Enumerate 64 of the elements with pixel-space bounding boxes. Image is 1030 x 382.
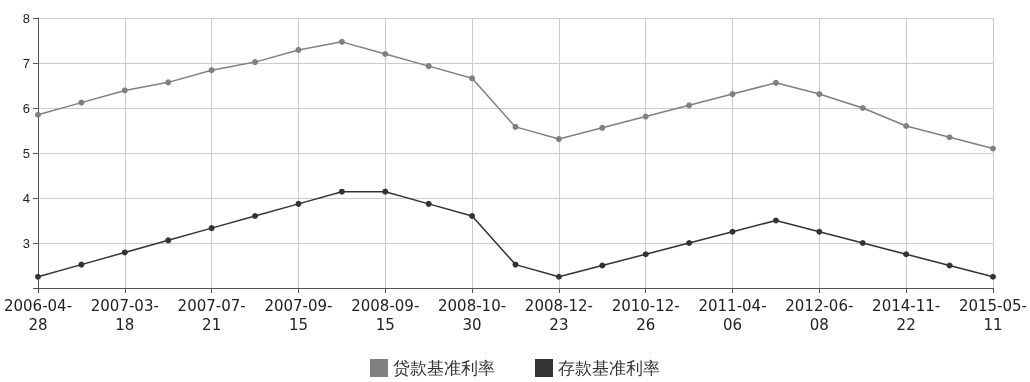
point [382,188,389,195]
point [425,200,432,207]
x-tick-label: 2012-06-08 [785,296,854,334]
x-tick-label: 2011-04-06 [698,296,767,334]
x-tick-label: 2007-09-15 [264,296,333,334]
point [208,225,215,232]
point [989,145,996,152]
point [121,87,128,94]
y-tick-label: 3 [22,235,30,251]
x-tick-label: 2008-10-30 [438,296,507,334]
point [382,51,389,57]
x-tick-label: 2008-09-15 [351,296,420,334]
point [772,79,779,86]
point [599,124,606,131]
point [512,261,519,268]
y-tick-label: 7 [22,55,30,71]
x-tick-label: 2006-04-28 [3,296,73,334]
y-tick-label: 8 [22,10,30,26]
point [729,228,736,235]
point [252,213,259,219]
y-tick-label: 5 [22,145,30,161]
point [469,213,476,219]
point [686,240,693,246]
point [903,123,910,129]
point [338,188,345,195]
x-tick-label: 2007-07-21 [177,296,246,334]
point [469,75,476,82]
y-tick-label: 4 [22,190,30,206]
point [165,79,172,86]
point [859,105,866,111]
point [338,38,345,45]
point [903,251,910,258]
x-tick-label: 2007-03-18 [90,296,159,334]
point [78,261,85,268]
x-tick-label: 2010-12-26 [611,296,680,334]
point [859,240,866,246]
point [555,136,562,143]
y-tick-label: 6 [22,100,30,116]
legend-label: 贷款基准利率 [393,358,495,378]
point [121,249,128,256]
point [35,111,41,118]
point [512,123,519,130]
point [816,228,823,235]
point [946,134,953,141]
point [686,102,693,109]
point [816,91,823,98]
point [425,63,432,70]
point [252,59,259,66]
point [989,273,996,280]
point [208,67,215,74]
point [35,273,41,280]
point [295,200,302,207]
point [555,273,562,280]
legend-label: 存款基准利率 [558,358,660,378]
point [642,251,649,258]
point [165,237,172,244]
x-tick-label: 2014-11-22 [872,296,941,334]
x-tick-label: 2008-12-23 [524,296,593,334]
x-tick-label: 2015-05-11 [958,296,1027,334]
point [729,91,736,98]
point [78,99,85,106]
point [772,217,779,224]
point [946,262,953,269]
point [295,46,302,53]
